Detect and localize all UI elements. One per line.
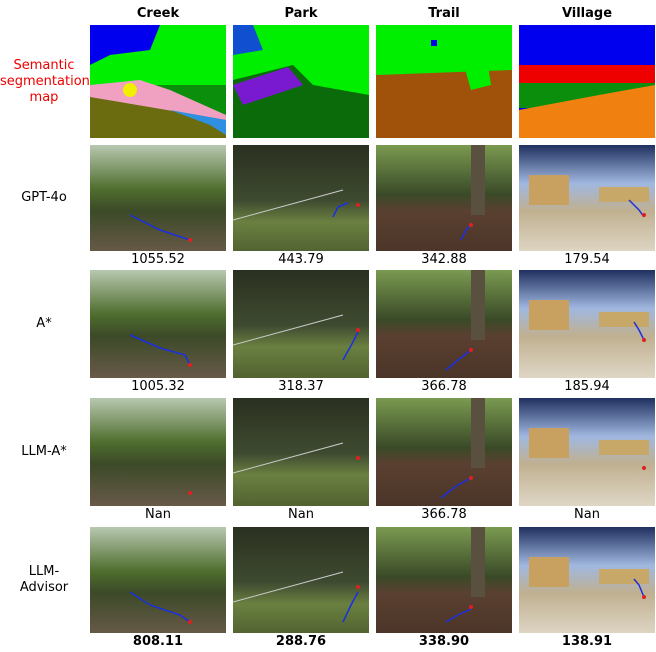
camera-image [519,527,655,633]
path-cost: 179.54 [564,252,610,267]
camera-image [376,398,512,506]
row-label-line: LLM- [28,564,60,579]
row-label: Semantic segmentation map [0,57,90,106]
path-cost: Nan [145,507,171,522]
path-cost: 808.11 [132,634,184,649]
path-cost: 443.79 [278,252,324,267]
path-cost: 366.78 [421,379,467,394]
path-cost: 288.76 [275,634,327,649]
path-cost: Nan [288,507,314,522]
row-label-line: LLM-A* [21,444,67,459]
column-header: Creek [136,6,180,21]
row-label-line: Semantic [13,57,75,73]
camera-image [233,527,369,633]
camera-image [376,270,512,378]
column-header: Village [561,6,613,21]
segmentation-map [376,25,512,138]
column-header: Trail [428,6,460,21]
camera-image [519,398,655,506]
row-label: LLM-A* [0,444,88,460]
camera-image [376,527,512,633]
camera-image [90,398,226,506]
segmentation-map [90,25,226,138]
path-cost: 318.37 [278,379,324,394]
camera-image [519,145,655,251]
path-cost: 338.90 [418,634,470,649]
path-cost: Nan [574,507,600,522]
row-label-line: A* [36,316,52,331]
camera-image [519,270,655,378]
camera-image [90,145,226,251]
camera-image [90,527,226,633]
segmentation-map [519,25,655,138]
row-label-line: GPT-4o [21,190,67,205]
path-cost: 138.91 [561,634,613,649]
path-cost: 185.94 [564,379,610,394]
row-label: A* [0,316,88,332]
path-cost: 342.88 [421,252,467,267]
row-label-line: segmentation [0,73,90,89]
camera-image [233,398,369,506]
camera-image [90,270,226,378]
segmentation-map [233,25,369,138]
row-label: GPT-4o [0,190,88,206]
row-label: LLM- Advisor [0,564,88,596]
camera-image [376,145,512,251]
row-label-line: map [29,89,59,105]
camera-image [233,145,369,251]
path-cost: 1055.52 [131,252,185,267]
path-cost: 1005.32 [131,379,185,394]
column-header: Park [284,6,318,21]
row-label-line: Advisor [19,580,69,595]
camera-image [233,270,369,378]
path-cost: 366.78 [421,507,467,522]
